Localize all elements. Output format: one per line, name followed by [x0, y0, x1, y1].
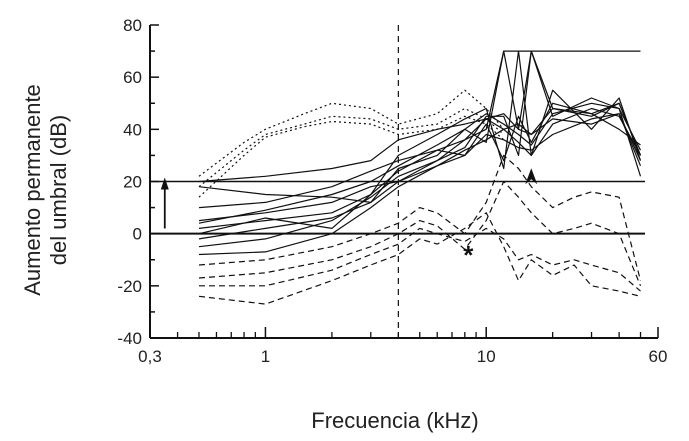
- x-axis-title: Frecuencia (kHz): [311, 408, 478, 433]
- solid-series-9: [199, 114, 641, 182]
- solid-series-4: [199, 51, 641, 228]
- x-tick-label: 10: [477, 347, 496, 366]
- x-tick-label: 60: [649, 347, 668, 366]
- solid-series-1: [199, 51, 641, 202]
- y-tick-label: 40: [123, 120, 142, 139]
- up-arrow-head: [161, 178, 169, 190]
- y-axis-title-line2: del umbral (dB): [46, 115, 71, 265]
- y-tick-label: -20: [117, 277, 142, 296]
- y-tick-label: -40: [117, 329, 142, 348]
- y-tick-label: 0: [133, 225, 142, 244]
- solid-series-3: [199, 51, 641, 221]
- y-tick-label: 80: [123, 16, 142, 35]
- y-tick-label: 20: [123, 173, 142, 192]
- dotted-series-2: [199, 109, 504, 187]
- reference-lines: [150, 25, 645, 338]
- y-axis-title-line1: Aumento permanente: [20, 84, 45, 296]
- solid-series-7: [199, 103, 641, 233]
- dashed-series-4: [199, 213, 641, 304]
- x-tick-label: 1: [261, 347, 270, 366]
- y-tick-label: 60: [123, 68, 142, 87]
- asterisk-annotation: *: [463, 240, 474, 270]
- dotted-series-3: [199, 116, 504, 197]
- x-tick-label: 0,3: [138, 347, 162, 366]
- series-layer: [199, 51, 641, 304]
- dashed-series-3: [199, 228, 641, 291]
